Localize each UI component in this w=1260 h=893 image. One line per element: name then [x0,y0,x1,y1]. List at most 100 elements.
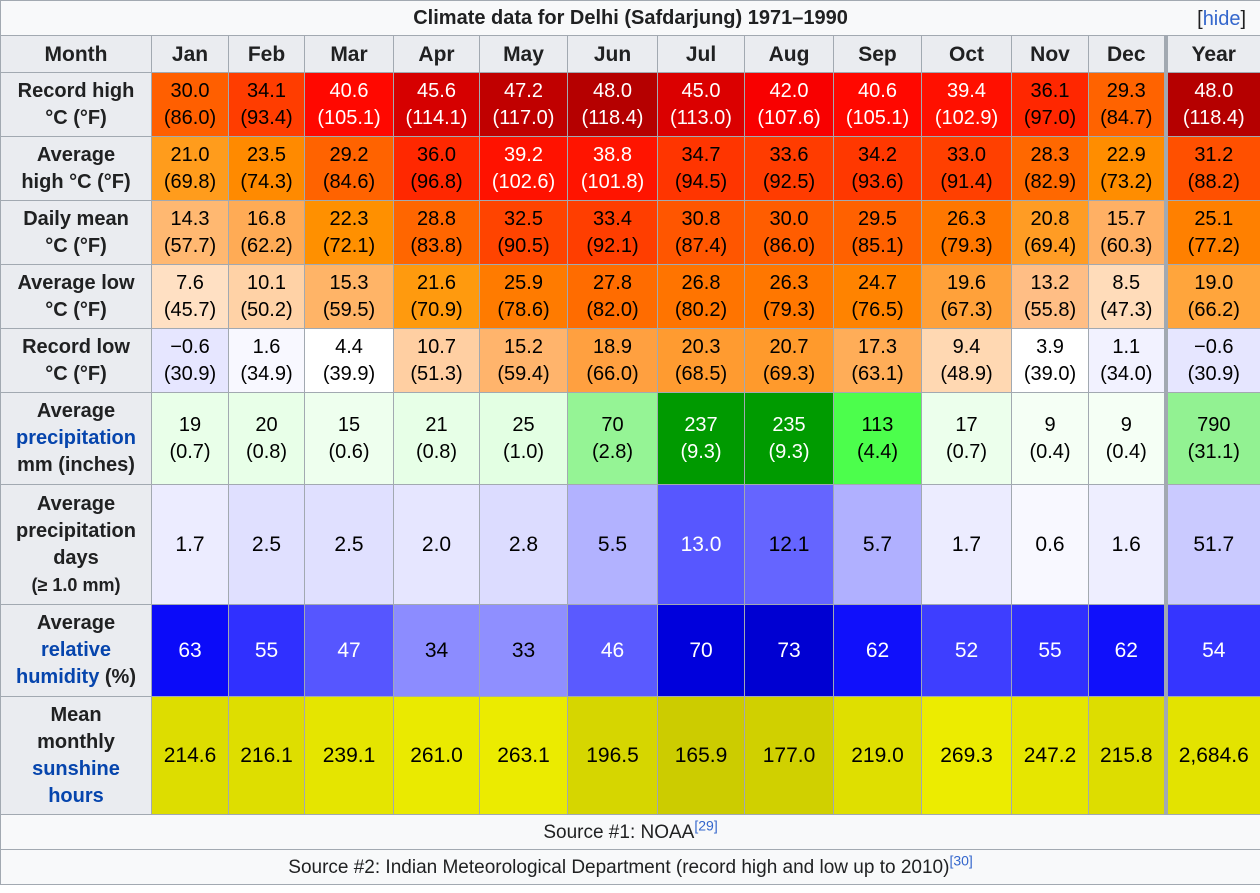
cell-value-secondary: (86.0) [762,234,816,257]
cell-value: 8.5 [1112,271,1141,294]
cell-value: 45.0 [681,79,721,102]
label-line: °C (°F) [45,298,107,321]
cell-value: 214.6 [163,744,217,767]
row-average-high: Average high °C (°F) 21.0 (69.8) 23.5 (74.3) 2… [0,136,1260,201]
cell-average-precipitation-oct: 17 (0.7) [921,392,1012,485]
label-line: Record low [22,335,130,358]
label-line: mm (inches) [17,454,135,476]
cell-value: 25.1 [1194,207,1234,230]
row-label-average-low: Average low °C (°F) [0,264,152,329]
cell-record-low-apr: 10.7 (51.3) [393,328,480,393]
cell-average-high-jan: 21.0 (69.8) [151,136,229,201]
cell-value-secondary: (62.2) [240,234,293,257]
cell-value-secondary: (91.4) [940,170,993,193]
cell-value: 73 [777,639,801,662]
cell-value: 2.5 [251,533,282,556]
cell-average-low-dec: 8.5 (47.3) [1088,264,1166,329]
cell-value: 51.7 [1193,533,1235,556]
reference-link[interactable]: [30] [949,852,973,869]
cell-record-high-jun: 48.0 (118.4) [567,72,658,137]
cell-value: 31.2 [1194,143,1234,166]
cell-record-low-jan: −0.6 (30.9) [151,328,229,393]
cell-value-secondary: (97.0) [1023,106,1077,129]
cell-average-precipitation-days-dec: 1.6 [1088,484,1166,605]
row-label-record-high: Record high °C (°F) [0,72,152,137]
cell-average-high-apr: 36.0 (96.8) [393,136,480,201]
source-cell: Source #2: Indian Meteorological Departm… [0,849,1260,885]
cell-value-secondary: (96.8) [410,170,463,193]
cell-value-secondary: (48.9) [940,362,993,385]
cell-value: 34 [424,639,449,662]
cell-value-secondary: (72.1) [322,234,376,257]
label-link[interactable]: relative [40,639,112,661]
cell-mean-monthly-sunshine-hours-jul: 165.9 [657,696,745,815]
cell-value-secondary: (9.3) [768,440,810,463]
cell-value-secondary: (118.4) [581,106,644,129]
cell-value: 36.1 [1030,79,1070,102]
label-link[interactable]: humidity [15,666,100,688]
cell-value: 26.3 [947,207,986,230]
cell-value: 17.3 [858,335,897,358]
cell-value-secondary: (30.9) [1187,362,1240,385]
cell-value: 13.2 [1030,271,1070,294]
cell-value: 19.6 [947,271,986,294]
cell-average-precipitation-days-jun: 5.5 [567,484,658,605]
label-link[interactable]: sunshine [32,757,120,780]
cell-value-secondary: (79.3) [762,298,816,321]
label-link[interactable]: precipitation [15,427,136,449]
cell-value: 45.6 [417,79,456,102]
table-title-cell: Climate data for Delhi (Safdarjung) 1971… [0,0,1260,36]
cell-average-high-jun: 38.8 (101.8) [567,136,658,201]
cell-value: 10.7 [417,335,456,358]
cell-value-secondary: (63.1) [851,362,904,385]
cell-value: 33.4 [593,207,632,230]
cell-value: 4.4 [335,335,363,358]
cell-value: 21 [425,413,448,436]
cell-value-secondary: (69.8) [163,170,217,193]
cell-value-secondary: (59.4) [497,362,550,385]
cell-value: 48.0 [1194,79,1234,102]
cell-value: 247.2 [1023,744,1077,767]
cell-average-low-apr: 21.6 (70.9) [393,264,480,329]
cell-average-precipitation-days-apr: 2.0 [393,484,480,605]
cell-average-precipitation-mar: 15 (0.6) [304,392,394,485]
cell-daily-mean-aug: 30.0 (86.0) [744,200,834,265]
cell-value-secondary: (93.6) [851,170,904,193]
cell-value: 29.2 [329,143,369,166]
cell-value: −0.6 [1194,335,1234,358]
header-jul: Jul [657,35,745,73]
label-line: Average [36,400,116,422]
cell-value: 70 [601,413,624,436]
cell-average-relative-humidity-year: 54 [1163,604,1260,697]
reference-link[interactable]: [29] [694,817,718,834]
source-text: Source #2: Indian Meteorological Departm… [288,856,950,878]
cell-value-secondary: (0.4) [1105,440,1147,463]
cell-value-secondary: (87.4) [674,234,728,257]
cell-value: 261.0 [410,744,463,767]
cell-average-relative-humidity-jul: 70 [657,604,745,697]
cell-value-secondary: (50.2) [240,298,293,321]
cell-mean-monthly-sunshine-hours-jan: 214.6 [151,696,229,815]
cell-value-secondary: (93.4) [240,106,293,129]
cell-record-high-mar: 40.6 (105.1) [304,72,394,137]
cell-average-precipitation-year: 790 (31.1) [1163,392,1260,485]
cell-value: 165.9 [674,744,728,767]
cell-record-low-may: 15.2 (59.4) [479,328,568,393]
cell-value: 14.3 [170,207,210,230]
cell-average-low-jul: 26.8 (80.2) [657,264,745,329]
cell-record-high-dec: 29.3 (84.7) [1088,72,1166,137]
cell-value-secondary: (70.9) [410,298,463,321]
cell-record-low-aug: 20.7 (69.3) [744,328,834,393]
cell-value: 30.0 [170,79,210,102]
header-year: Year [1163,35,1260,73]
cell-value-secondary: (78.6) [497,298,550,321]
hide-link[interactable]: hide [1202,8,1241,30]
cell-value-secondary: (0.8) [415,440,458,463]
cell-value: 12.1 [768,533,810,556]
cell-value-secondary: (77.2) [1187,234,1240,257]
cell-mean-monthly-sunshine-hours-year: 2,684.6 [1163,696,1260,815]
cell-value: 54 [1202,639,1226,662]
cell-value-secondary: (47.3) [1100,298,1153,321]
label-link[interactable]: hours [48,784,104,807]
label-line: monthly [37,730,115,753]
